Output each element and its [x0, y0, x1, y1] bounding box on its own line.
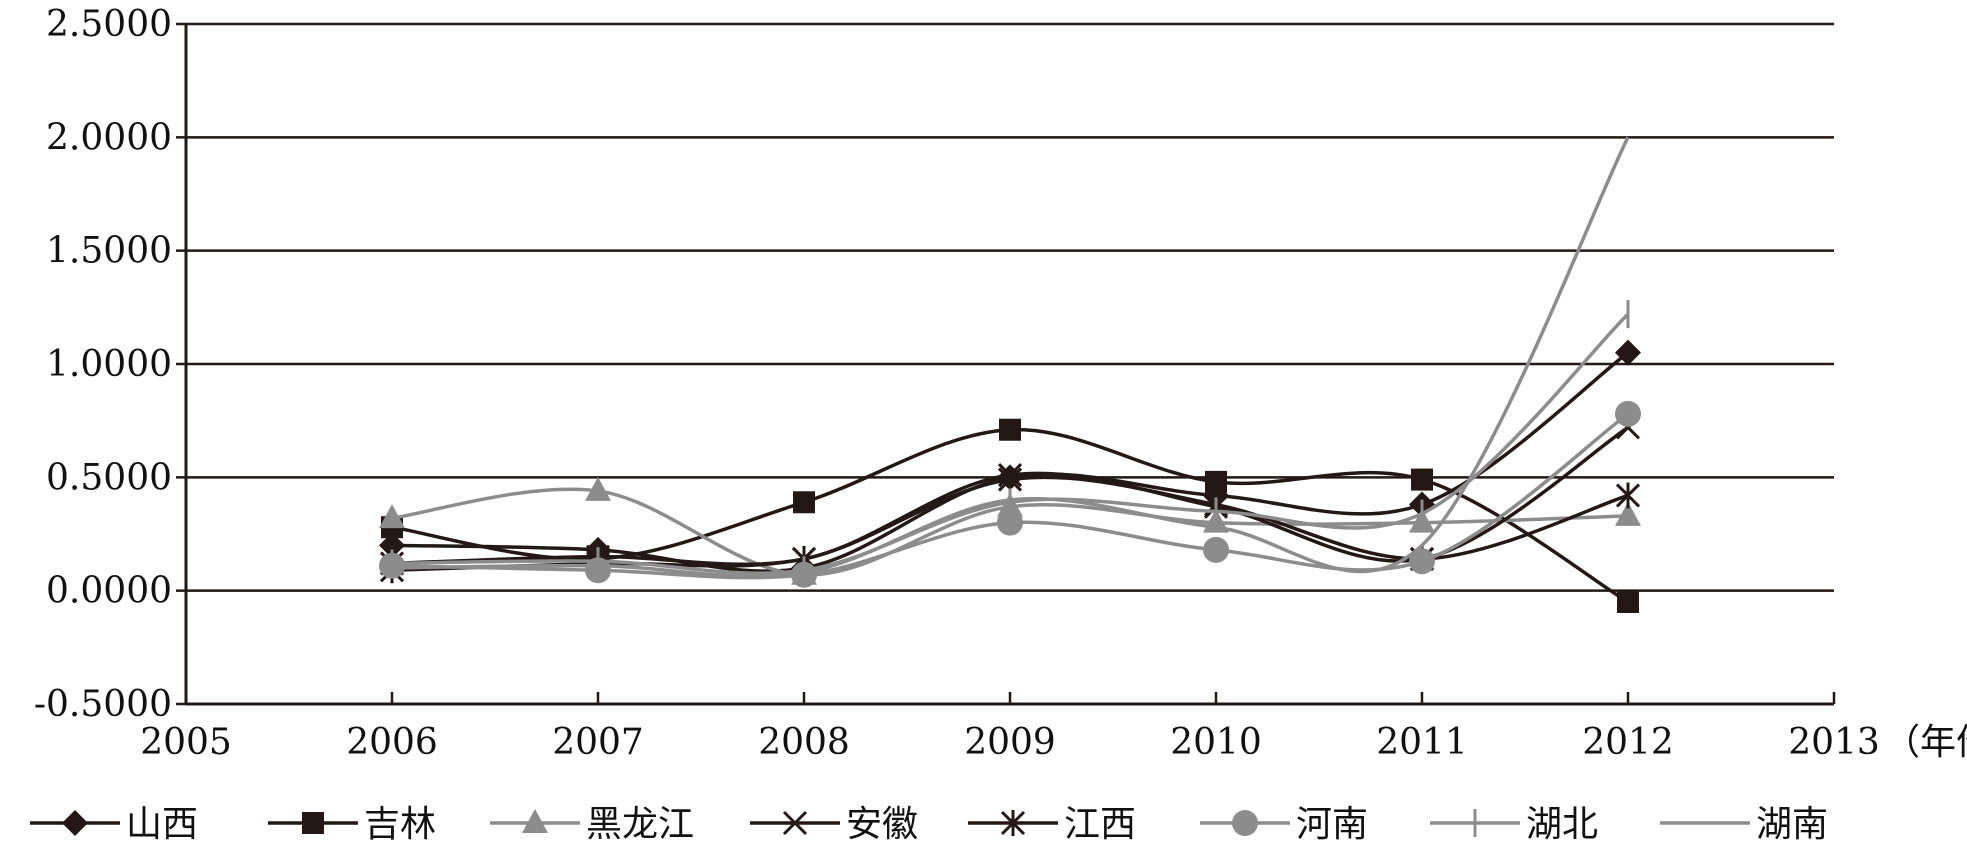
series-line — [391, 351, 1630, 573]
y-tick-label: -0.5000 — [34, 684, 172, 725]
legend-marker — [62, 810, 88, 836]
legend-item: 江西 — [968, 804, 1136, 845]
data-point — [997, 509, 1023, 536]
legend-marker — [1000, 810, 1026, 836]
y-tick-label: 0.0000 — [46, 571, 172, 612]
legend-item: 湖南 — [1660, 804, 1828, 845]
legend-label: 河南 — [1296, 804, 1368, 845]
legend-item: 安徽 — [750, 804, 918, 845]
x-tick-label: 2007 — [552, 722, 644, 763]
data-point — [379, 532, 405, 559]
data-point — [1615, 400, 1641, 427]
y-axis-ticks: 2.5000 2.0000 1.5000 1.0000 0.5000 0.0000 -0.5… — [34, 4, 186, 725]
legend-item: 吉林 — [268, 804, 436, 845]
x-tick-label: 2009 — [964, 722, 1056, 763]
data-point — [793, 491, 815, 514]
data-point — [999, 418, 1021, 441]
legend-label: 江西 — [1064, 804, 1136, 845]
x-tick-label: 2005 — [140, 722, 232, 763]
x-axis-title: （年份） — [1884, 722, 1967, 763]
series-lines — [379, 136, 1641, 613]
legend-item: 湖北 — [1430, 804, 1598, 845]
legend-item: 河南 — [1200, 804, 1368, 845]
x-tick-label: 2006 — [346, 722, 438, 763]
legend-label: 湖南 — [1756, 804, 1828, 845]
legend-label: 安徽 — [846, 804, 918, 845]
data-point — [1617, 591, 1639, 613]
legend-marker — [302, 812, 324, 834]
data-point — [1615, 482, 1641, 509]
x-tick-label: 2008 — [758, 722, 850, 763]
y-tick-label: 2.5000 — [46, 4, 172, 45]
data-point — [1203, 536, 1229, 563]
legend-label: 湖北 — [1526, 804, 1598, 845]
legend-marker — [782, 810, 808, 836]
x-tick-label: 2012 — [1582, 722, 1674, 763]
x-tick-label: 2013 — [1788, 722, 1880, 763]
data-point — [1409, 548, 1435, 575]
legend-marker — [1232, 810, 1258, 836]
legend-marker — [522, 809, 548, 833]
series-湖南 — [391, 136, 1630, 578]
series-山西 — [379, 339, 1641, 581]
y-tick-label: 1.5000 — [46, 231, 172, 272]
x-axis-ticks: 2005 2006 2007 2008 2009 2010 2011 2012 2013 — [140, 692, 1880, 763]
legend-label: 山西 — [126, 804, 198, 845]
y-tick-label: 0.5000 — [46, 457, 172, 498]
y-tick-label: 1.0000 — [46, 344, 172, 385]
data-point — [1411, 468, 1433, 491]
legend: 山西 吉林 黑龙江 安徽 江西 河南 湖北 湖南 — [30, 804, 1828, 845]
data-point — [585, 476, 611, 501]
series-line — [391, 136, 1630, 578]
legend-label: 黑龙江 — [586, 804, 694, 845]
data-point — [379, 504, 405, 529]
legend-item: 山西 — [30, 804, 198, 845]
legend-label: 吉林 — [364, 804, 436, 845]
data-point — [1205, 470, 1227, 493]
data-point — [1615, 339, 1641, 366]
x-tick-label: 2011 — [1376, 722, 1468, 763]
series-湖北 — [390, 300, 1630, 585]
legend-item: 黑龙江 — [490, 804, 694, 845]
x-tick-label: 2010 — [1170, 722, 1262, 763]
data-point — [1615, 501, 1641, 526]
y-tick-label: 2.0000 — [46, 117, 172, 158]
